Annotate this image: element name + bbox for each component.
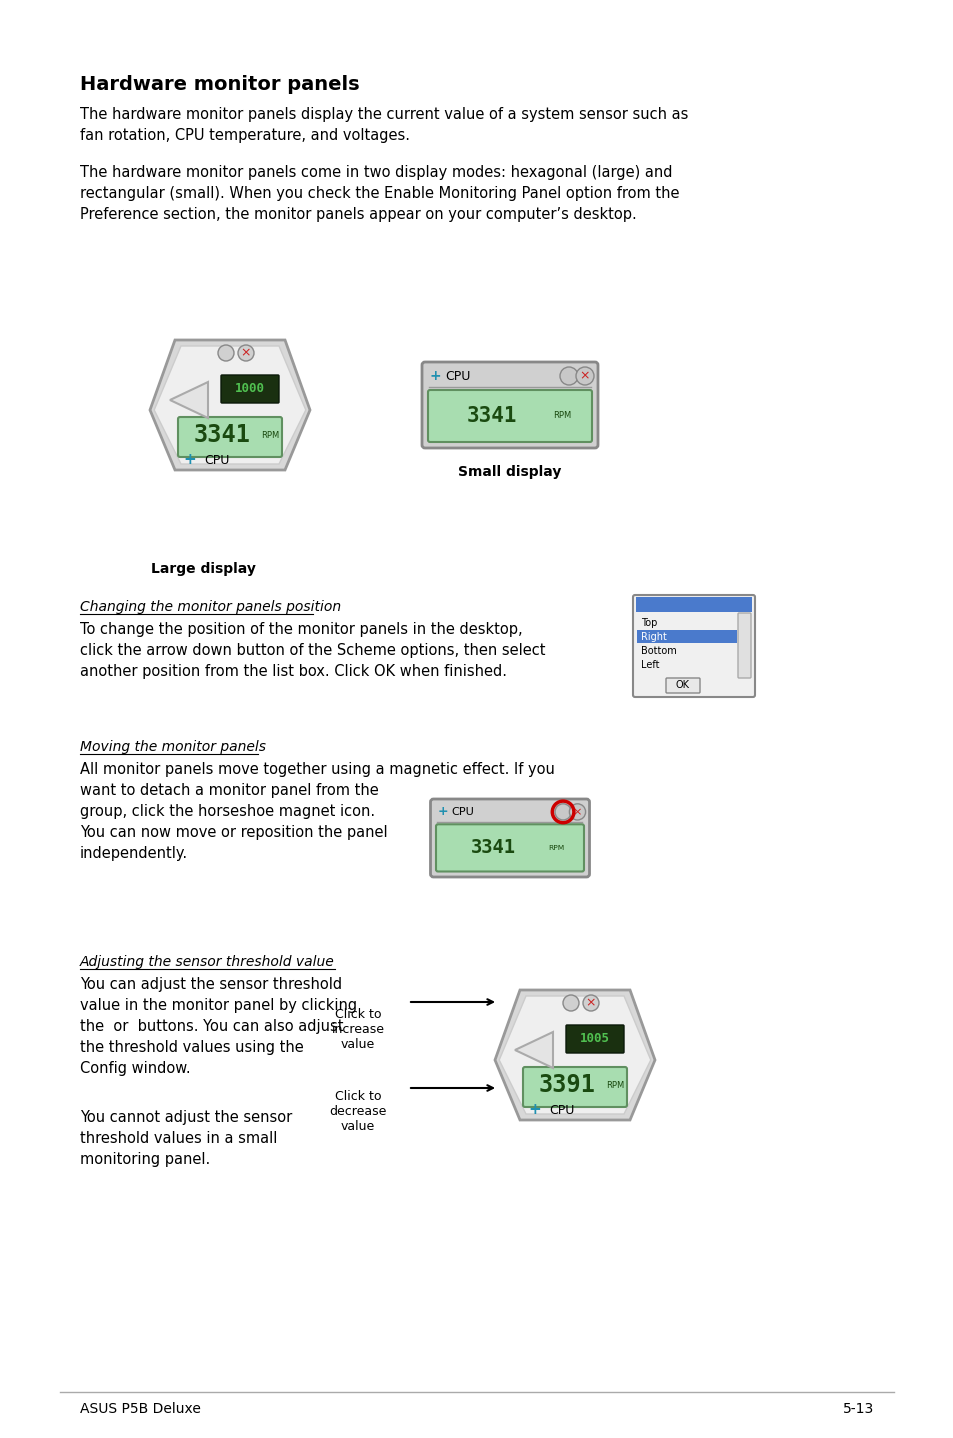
Text: ×: ×: [240, 347, 251, 360]
Text: All monitor panels move together using a magnetic effect. If you
want to detach : All monitor panels move together using a…: [80, 762, 555, 861]
Circle shape: [576, 367, 594, 385]
Text: RPM: RPM: [260, 431, 279, 440]
Circle shape: [218, 345, 233, 361]
Text: 3341: 3341: [466, 406, 517, 426]
Text: RPM: RPM: [605, 1081, 623, 1090]
Text: Small display: Small display: [457, 464, 561, 479]
Text: OK: OK: [676, 680, 689, 690]
Text: ASUS P5B Deluxe: ASUS P5B Deluxe: [80, 1402, 201, 1416]
FancyBboxPatch shape: [665, 677, 700, 693]
Text: Click to
increase
value: Click to increase value: [331, 1008, 384, 1051]
FancyBboxPatch shape: [421, 362, 598, 449]
Text: CPU: CPU: [451, 807, 474, 817]
Polygon shape: [515, 1032, 553, 1068]
Text: +: +: [436, 805, 447, 818]
Text: +: +: [183, 453, 196, 467]
Text: Hardware monitor panels: Hardware monitor panels: [80, 75, 359, 93]
FancyBboxPatch shape: [738, 613, 750, 677]
Polygon shape: [498, 997, 650, 1114]
Text: Right: Right: [640, 631, 666, 641]
Text: RPM: RPM: [548, 846, 564, 851]
FancyBboxPatch shape: [436, 824, 583, 871]
Circle shape: [582, 995, 598, 1011]
Text: 5-13: 5-13: [841, 1402, 873, 1416]
Text: Click to
decrease
value: Click to decrease value: [329, 1090, 386, 1133]
Text: RPM: RPM: [553, 411, 571, 420]
Text: The hardware monitor panels display the current value of a system sensor such as: The hardware monitor panels display the …: [80, 106, 688, 142]
Text: CPU: CPU: [444, 370, 470, 383]
Polygon shape: [495, 989, 655, 1120]
Text: Left: Left: [640, 660, 659, 670]
Text: The hardware monitor panels come in two display modes: hexagonal (large) and
rec: The hardware monitor panels come in two …: [80, 165, 679, 221]
Text: 3341: 3341: [471, 838, 516, 857]
Text: 3391: 3391: [537, 1073, 595, 1097]
FancyBboxPatch shape: [637, 630, 737, 643]
Polygon shape: [154, 347, 306, 464]
FancyBboxPatch shape: [221, 375, 278, 403]
Text: 3341: 3341: [193, 423, 251, 447]
Text: Moving the monitor panels: Moving the monitor panels: [80, 741, 266, 754]
FancyBboxPatch shape: [428, 390, 592, 441]
Circle shape: [562, 995, 578, 1011]
Polygon shape: [170, 383, 208, 418]
Text: To change the position of the monitor panels in the desktop,
click the arrow dow: To change the position of the monitor pa…: [80, 623, 545, 679]
FancyBboxPatch shape: [565, 1025, 623, 1053]
Text: CPU: CPU: [204, 453, 229, 466]
Circle shape: [555, 804, 571, 820]
FancyBboxPatch shape: [430, 800, 589, 877]
FancyBboxPatch shape: [522, 1067, 626, 1107]
Text: Adjusting the sensor threshold value: Adjusting the sensor threshold value: [80, 955, 335, 969]
FancyBboxPatch shape: [178, 417, 282, 457]
FancyBboxPatch shape: [633, 595, 754, 697]
Text: Changing the monitor panels position: Changing the monitor panels position: [80, 600, 341, 614]
Circle shape: [237, 345, 253, 361]
Text: CPU: CPU: [548, 1103, 574, 1116]
Text: You can adjust the sensor threshold
value in the monitor panel by clicking
the  : You can adjust the sensor threshold valu…: [80, 976, 356, 1076]
Circle shape: [559, 367, 578, 385]
Text: You cannot adjust the sensor
threshold values in a small
monitoring panel.: You cannot adjust the sensor threshold v…: [80, 1110, 292, 1168]
Text: ×: ×: [579, 370, 590, 383]
Text: 1005: 1005: [579, 1032, 609, 1045]
Text: +: +: [528, 1103, 540, 1117]
Text: Large display: Large display: [151, 562, 255, 577]
Text: ×: ×: [585, 997, 596, 1009]
Polygon shape: [150, 339, 310, 470]
Text: Bottom: Bottom: [640, 646, 676, 656]
Text: ×: ×: [572, 807, 581, 817]
FancyBboxPatch shape: [636, 597, 751, 613]
Text: 1000: 1000: [234, 383, 265, 395]
Text: +: +: [429, 370, 440, 383]
Text: Top: Top: [640, 618, 657, 628]
Circle shape: [569, 804, 585, 820]
